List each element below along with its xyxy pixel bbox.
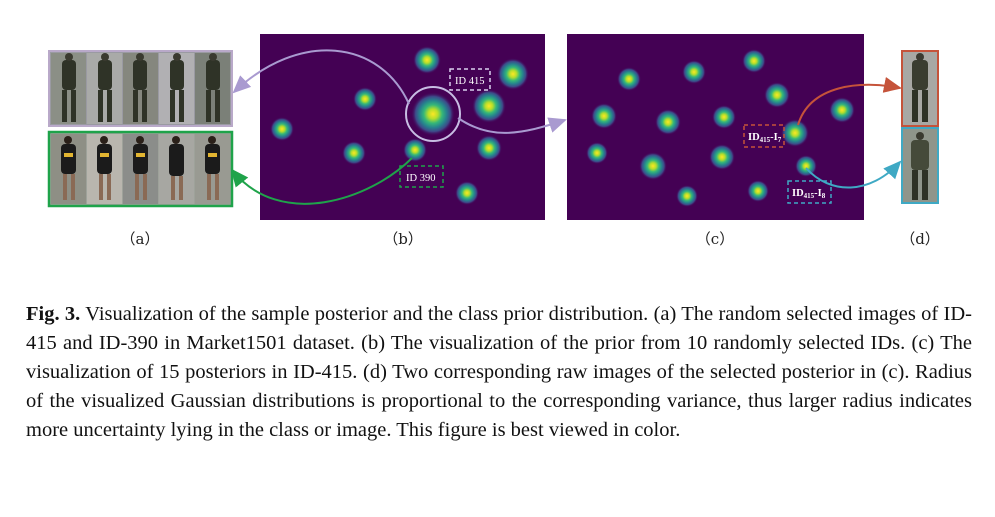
id415-i8-box [787, 180, 832, 204]
blob [764, 82, 790, 108]
id390-label: ID 390 [406, 173, 435, 184]
blob [342, 141, 366, 165]
id390-image-strip [47, 130, 234, 208]
id415-i8-label: ID415-I8 [792, 188, 826, 200]
subfig-label-a: （a） [120, 230, 160, 248]
raw-image-i8 [901, 127, 939, 204]
blob [497, 58, 529, 90]
blob [655, 109, 681, 135]
purple-arrow-b-to-c [457, 117, 567, 134]
blob [591, 103, 617, 129]
subfig-label-b: （b） [383, 230, 423, 248]
blob [676, 185, 698, 207]
posterior-blobs [586, 49, 855, 207]
prior-blobs [270, 46, 529, 205]
red-arrow-c-to-d [797, 77, 902, 126]
figure-caption: Fig. 3. Visualization of the sample post… [26, 300, 972, 445]
subfig-label-c: （c） [695, 230, 735, 248]
prior-plot-b [260, 34, 545, 220]
blob [742, 49, 766, 73]
id415-i7-label: ID415-I7 [748, 132, 782, 144]
subfig-label-d: （d） [900, 230, 940, 248]
blob [353, 87, 377, 111]
figure-canvas: ID 415 ID 390 ID415-I7 ID415-I8 [47, 34, 939, 220]
blob [712, 105, 736, 129]
blob [472, 89, 506, 123]
blob [455, 181, 479, 205]
raw-image-i7 [901, 50, 939, 127]
blob [586, 142, 608, 164]
blob [270, 117, 294, 141]
id415-i7-box [743, 124, 785, 148]
blob [709, 144, 735, 170]
blue-arrow-c-to-d [805, 160, 902, 189]
blob [747, 180, 769, 202]
caption-text: Visualization of the sample posterior an… [26, 303, 972, 441]
posterior-plot-c [567, 34, 864, 220]
blob [639, 152, 667, 180]
id415-label: ID 415 [455, 76, 484, 87]
green-arrow-b-to-a [230, 157, 413, 205]
blob [411, 92, 455, 136]
blob [781, 119, 809, 147]
blob [617, 67, 641, 91]
id415-image-strip [48, 50, 233, 127]
id390-box [399, 165, 444, 188]
blob [795, 155, 817, 177]
blob [476, 135, 502, 161]
blob [682, 60, 706, 84]
blob [829, 97, 855, 123]
blob [413, 46, 441, 74]
blob [403, 138, 427, 162]
purple-arrow-b-to-a [232, 49, 410, 105]
id415-box [449, 68, 491, 91]
figure-number: Fig. 3. [26, 303, 81, 325]
highlight-circle [405, 86, 461, 142]
